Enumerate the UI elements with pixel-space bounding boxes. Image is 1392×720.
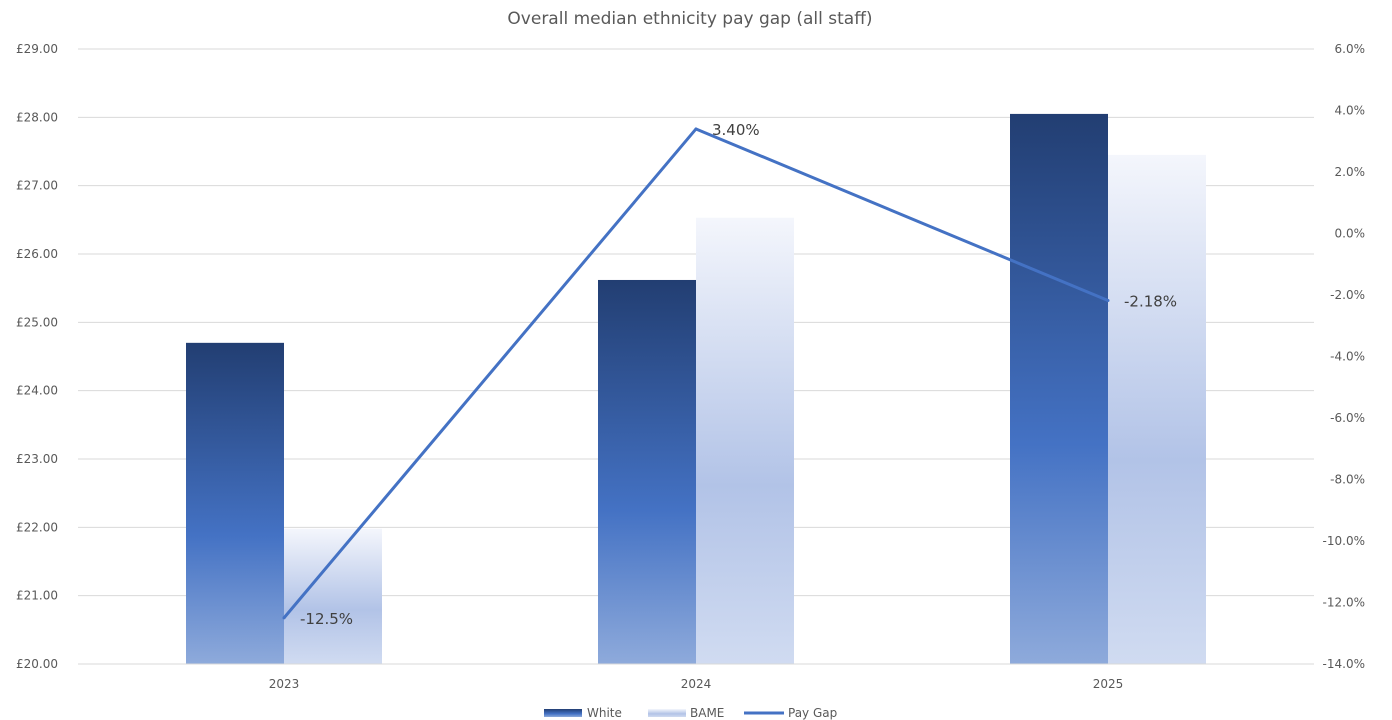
- left-tick-label: £23.00: [16, 452, 58, 466]
- left-tick-label: £26.00: [16, 247, 58, 261]
- left-axis: £20.00 £21.00 £22.00 £23.00 £24.00 £25.00 £26.…: [16, 42, 58, 671]
- white-bar: [1010, 113, 1108, 664]
- right-tick-label: -12.0%: [1323, 596, 1365, 610]
- legend-label-white: White: [587, 706, 622, 720]
- right-tick-label: 0.0%: [1335, 227, 1366, 241]
- left-tick-label: £25.00: [16, 315, 58, 329]
- category-label: 2023: [269, 677, 300, 691]
- pay-gap-point: [282, 616, 286, 620]
- pay-gap-data-label: -12.5%: [300, 610, 353, 628]
- right-axis: -14.0% -12.0% -10.0% -8.0% -6.0% -4.0% -2.0% 0.…: [1323, 42, 1365, 671]
- legend-swatch-bame: [648, 709, 686, 717]
- left-tick-label: £29.00: [16, 42, 58, 56]
- left-tick-label: £24.00: [16, 384, 58, 398]
- left-tick-label: £20.00: [16, 657, 58, 671]
- pay-gap-data-label: 3.40%: [712, 121, 760, 139]
- right-tick-label: -4.0%: [1330, 350, 1365, 364]
- right-tick-label: -10.0%: [1323, 534, 1365, 548]
- pay-gap-point: [694, 127, 698, 131]
- pay-gap-line: -12.5% 3.40% -2.18%: [282, 121, 1177, 628]
- bame-bar: [1108, 154, 1206, 664]
- white-bar: [598, 279, 696, 664]
- category-label: 2025: [1093, 677, 1124, 691]
- x-axis: 2023 2024 2025: [78, 663, 1314, 691]
- bars: [186, 113, 1206, 665]
- chart-title: Overall median ethnicity pay gap (all st…: [507, 9, 872, 29]
- right-tick-label: -14.0%: [1323, 657, 1365, 671]
- legend-label-bame: BAME: [690, 706, 724, 720]
- right-tick-label: -8.0%: [1330, 473, 1365, 487]
- white-bar: [186, 342, 284, 664]
- pay-gap-point: [1106, 299, 1110, 303]
- right-tick-label: -6.0%: [1330, 411, 1365, 425]
- bame-bar: [696, 217, 794, 665]
- right-tick-label: -2.0%: [1330, 288, 1365, 302]
- left-tick-label: £21.00: [16, 589, 58, 603]
- pay-gap-data-label: -2.18%: [1124, 293, 1177, 311]
- legend: White BAME Pay Gap: [544, 706, 837, 720]
- category-label: 2024: [681, 677, 712, 691]
- right-tick-label: 4.0%: [1335, 104, 1366, 118]
- right-tick-label: 6.0%: [1335, 42, 1366, 56]
- legend-label-pay-gap: Pay Gap: [788, 706, 837, 720]
- right-tick-label: 2.0%: [1335, 165, 1366, 179]
- left-tick-label: £27.00: [16, 179, 58, 193]
- legend-swatch-white: [544, 709, 582, 717]
- bame-bar: [284, 528, 382, 664]
- left-tick-label: £22.00: [16, 520, 58, 534]
- left-tick-label: £28.00: [16, 110, 58, 124]
